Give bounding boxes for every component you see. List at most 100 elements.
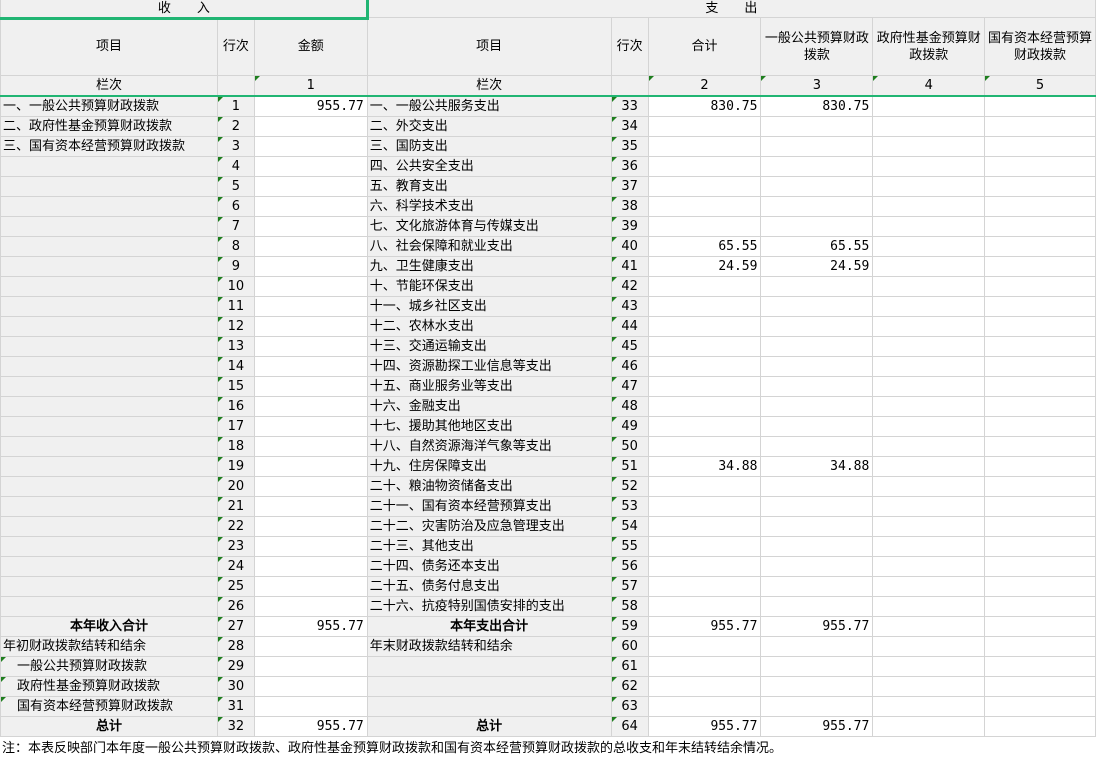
expense-fund-cell[interactable] [872,476,986,497]
expense-row-no-cell[interactable]: 45 [610,336,649,357]
expense-fund-cell[interactable] [872,116,986,137]
income-row-no-cell[interactable]: 20 [216,476,255,497]
expense-fund-cell[interactable] [872,176,986,197]
expense-general-cell[interactable] [760,496,874,517]
income-amount-cell[interactable] [253,576,368,597]
expense-item-cell[interactable]: 本年支出合计 [366,616,612,637]
expense-fund-cell[interactable] [872,516,986,537]
expense-item-cell[interactable]: 十七、援助其他地区支出 [366,416,612,437]
expense-row-no-cell[interactable]: 58 [610,596,649,617]
expense-fund-cell[interactable] [872,636,986,657]
expense-general-cell[interactable] [760,476,874,497]
expense-fund-cell[interactable] [872,576,986,597]
expense-row-no-cell[interactable]: 63 [610,696,649,717]
income-item-cell[interactable] [0,156,218,177]
income-amount-cell[interactable] [253,156,368,177]
expense-state-cell[interactable] [984,576,1096,597]
income-amount-cell[interactable] [253,456,368,477]
expense-fund-cell[interactable] [872,696,986,717]
income-row-no-cell[interactable]: 7 [216,216,255,237]
expense-row-no-cell[interactable]: 50 [610,436,649,457]
income-amount-cell[interactable] [253,656,368,677]
expense-state-cell[interactable] [984,696,1096,717]
income-item-cell[interactable] [0,216,218,237]
expense-item-cell[interactable]: 五、教育支出 [366,176,612,197]
expense-fund-cell[interactable] [872,356,986,377]
income-amount-cell[interactable] [253,356,368,377]
expense-fund-cell[interactable] [872,676,986,697]
expense-state-cell[interactable] [984,236,1096,257]
expense-row-no-cell[interactable]: 61 [610,656,649,677]
income-amount-cell[interactable] [253,496,368,517]
expense-general-cell[interactable] [760,396,874,417]
expense-row-no-cell[interactable]: 48 [610,396,649,417]
expense-state-cell[interactable] [984,95,1096,117]
income-row-no-cell[interactable]: 4 [216,156,255,177]
income-item-cell[interactable] [0,576,218,597]
income-item-cell[interactable]: 政府性基金预算财政拨款 [0,676,218,697]
expense-fund-cell[interactable] [872,376,986,397]
expense-total-cell[interactable] [647,596,762,617]
expense-total-cell[interactable] [647,416,762,437]
expense-total-cell[interactable] [647,396,762,417]
income-row-no-cell[interactable]: 27 [216,616,255,637]
income-row-no-cell[interactable]: 15 [216,376,255,397]
income-item-cell[interactable] [0,276,218,297]
expense-total-cell[interactable] [647,696,762,717]
income-item-cell[interactable] [0,196,218,217]
expense-general-cell[interactable] [760,156,874,177]
expense-state-cell[interactable] [984,396,1096,417]
income-item-cell[interactable] [0,376,218,397]
income-row-no-cell[interactable]: 21 [216,496,255,517]
income-row-no-cell[interactable]: 25 [216,576,255,597]
expense-item-cell[interactable]: 十、节能环保支出 [366,276,612,297]
expense-general-cell[interactable] [760,576,874,597]
expense-total-cell[interactable] [647,156,762,177]
income-amount-cell[interactable] [253,436,368,457]
expense-general-cell[interactable]: 65.55 [760,236,874,257]
expense-row-no-cell[interactable]: 56 [610,556,649,577]
expense-item-cell[interactable]: 二十一、国有资本经营预算支出 [366,496,612,517]
expense-item-cell[interactable]: 十九、住房保障支出 [366,456,612,477]
expense-state-cell[interactable] [984,356,1096,377]
expense-state-cell[interactable] [984,616,1096,637]
expense-general-cell[interactable] [760,636,874,657]
expense-total-cell[interactable] [647,516,762,537]
expense-row-no-cell[interactable]: 51 [610,456,649,477]
income-amount-cell[interactable] [253,556,368,577]
expense-state-cell[interactable] [984,596,1096,617]
expense-item-cell[interactable]: 年末财政拨款结转和结余 [366,636,612,657]
income-item-cell[interactable] [0,256,218,277]
income-row-no-cell[interactable]: 29 [216,656,255,677]
income-row-no-cell[interactable]: 14 [216,356,255,377]
header-general[interactable]: 一般公共预算财政拨款 [760,17,874,76]
expense-item-cell[interactable]: 总计 [366,716,612,737]
expense-item-cell[interactable]: 二十二、灾害防治及应急管理支出 [366,516,612,537]
income-amount-cell[interactable] [253,696,368,717]
expense-row-no-cell[interactable]: 37 [610,176,649,197]
expense-total-cell[interactable]: 955.77 [647,616,762,637]
income-amount-cell[interactable]: 955.77 [253,616,368,637]
expense-fund-cell[interactable] [872,336,986,357]
expense-row-no-cell[interactable]: 38 [610,196,649,217]
expense-state-cell[interactable] [984,116,1096,137]
expense-fund-cell[interactable] [872,256,986,277]
expense-total-cell[interactable]: 65.55 [647,236,762,257]
income-row-no-cell[interactable]: 16 [216,396,255,417]
expense-general-cell[interactable] [760,436,874,457]
income-amount-cell[interactable] [253,136,368,157]
expense-fund-cell[interactable] [872,216,986,237]
income-amount-cell[interactable] [253,336,368,357]
income-item-cell[interactable] [0,556,218,577]
expense-item-cell[interactable]: 一、一般公共服务支出 [366,95,612,117]
expense-row-no-cell[interactable]: 55 [610,536,649,557]
income-row-no-cell[interactable]: 28 [216,636,255,657]
expense-row-no-cell[interactable]: 49 [610,416,649,437]
expense-state-cell[interactable] [984,256,1096,277]
expense-fund-cell[interactable] [872,196,986,217]
income-item-cell[interactable] [0,476,218,497]
income-item-cell[interactable]: 本年收入合计 [0,616,218,637]
income-item-cell[interactable] [0,596,218,617]
expense-state-cell[interactable] [984,196,1096,217]
income-item-cell[interactable]: 年初财政拨款结转和结余 [0,636,218,657]
